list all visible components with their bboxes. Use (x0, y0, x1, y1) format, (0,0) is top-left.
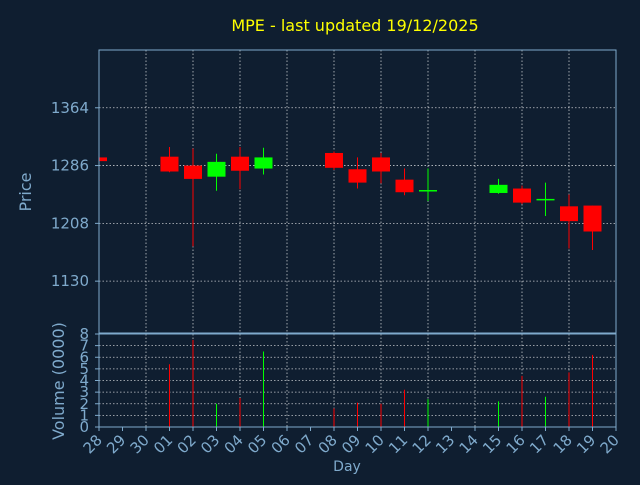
x-ticks: 2829300102030405060708091011121314151617… (80, 427, 623, 457)
price-tick-label: 1130 (51, 272, 89, 290)
x-tick-label: 16 (503, 431, 529, 457)
volume-tick-label: 1 (79, 406, 89, 424)
volume-tick-label: 4 (79, 372, 89, 390)
x-tick-label: 07 (291, 431, 317, 457)
volume-axis-label: Volume (0000) (49, 322, 68, 440)
volume-tick-label: 7 (79, 337, 89, 355)
candle-body (99, 157, 107, 162)
x-tick-label: 30 (127, 431, 153, 457)
price-candles (98, 147, 602, 251)
volume-tick-label: 2 (79, 395, 89, 413)
volume-tick-label: 3 (79, 383, 89, 401)
candle-body (419, 190, 437, 192)
price-y-ticks: 1130 1208 1286 1364 (51, 99, 99, 290)
x-tick-label: 20 (597, 431, 623, 457)
candle-body (325, 152, 343, 168)
candle-body (254, 157, 273, 169)
x-tick-label: 06 (268, 431, 294, 457)
price-tick-label: 1364 (51, 99, 89, 117)
candle-body (489, 184, 508, 193)
x-tick-label: 19 (573, 431, 599, 457)
x-tick-label: 12 (409, 431, 435, 457)
volume-tick-label: 0 (79, 418, 89, 436)
x-axis-label: Day (333, 459, 361, 475)
volume-frame (98, 333, 617, 428)
x-tick-label: 17 (526, 431, 552, 457)
chart-title: MPE - last updated 19/12/2025 (231, 16, 478, 35)
x-tick-label: 08 (315, 431, 341, 457)
x-tick-label: 01 (150, 431, 176, 457)
x-tick-label: 03 (197, 431, 223, 457)
price-frame (98, 49, 617, 334)
x-tick-label: 15 (479, 431, 505, 457)
candle-body (372, 157, 390, 172)
candle-body (348, 169, 367, 183)
volume-tick-label: 6 (79, 348, 89, 366)
candle-body (395, 179, 414, 193)
x-tick-label: 11 (385, 431, 411, 457)
x-tick-label: 05 (244, 431, 270, 457)
x-tick-label: 10 (362, 431, 388, 457)
volume-tick-label: 5 (79, 360, 89, 378)
x-tick-label: 02 (174, 431, 200, 457)
x-tick-label: 14 (456, 431, 482, 457)
candle-body (536, 198, 555, 201)
volume-bars (98, 339, 593, 427)
candle-body (583, 205, 602, 232)
price-grid (99, 50, 616, 333)
price-tick-label: 1286 (51, 157, 89, 175)
price-axis-label: Price (16, 172, 35, 211)
price-tick-label: 1208 (51, 214, 89, 232)
x-tick-label: 18 (550, 431, 576, 457)
candle-body (207, 161, 226, 177)
x-tick-label: 29 (103, 431, 129, 457)
candle-body (160, 156, 179, 172)
candle-body (231, 156, 249, 171)
x-tick-label: 13 (432, 431, 458, 457)
plot-frames (98, 49, 617, 428)
x-tick-label: 04 (221, 431, 247, 457)
candle-body (560, 206, 578, 222)
x-tick-label: 09 (338, 431, 364, 457)
volume-tick-label: 8 (79, 325, 89, 343)
candle-body (513, 188, 531, 203)
candle-body (184, 165, 202, 179)
